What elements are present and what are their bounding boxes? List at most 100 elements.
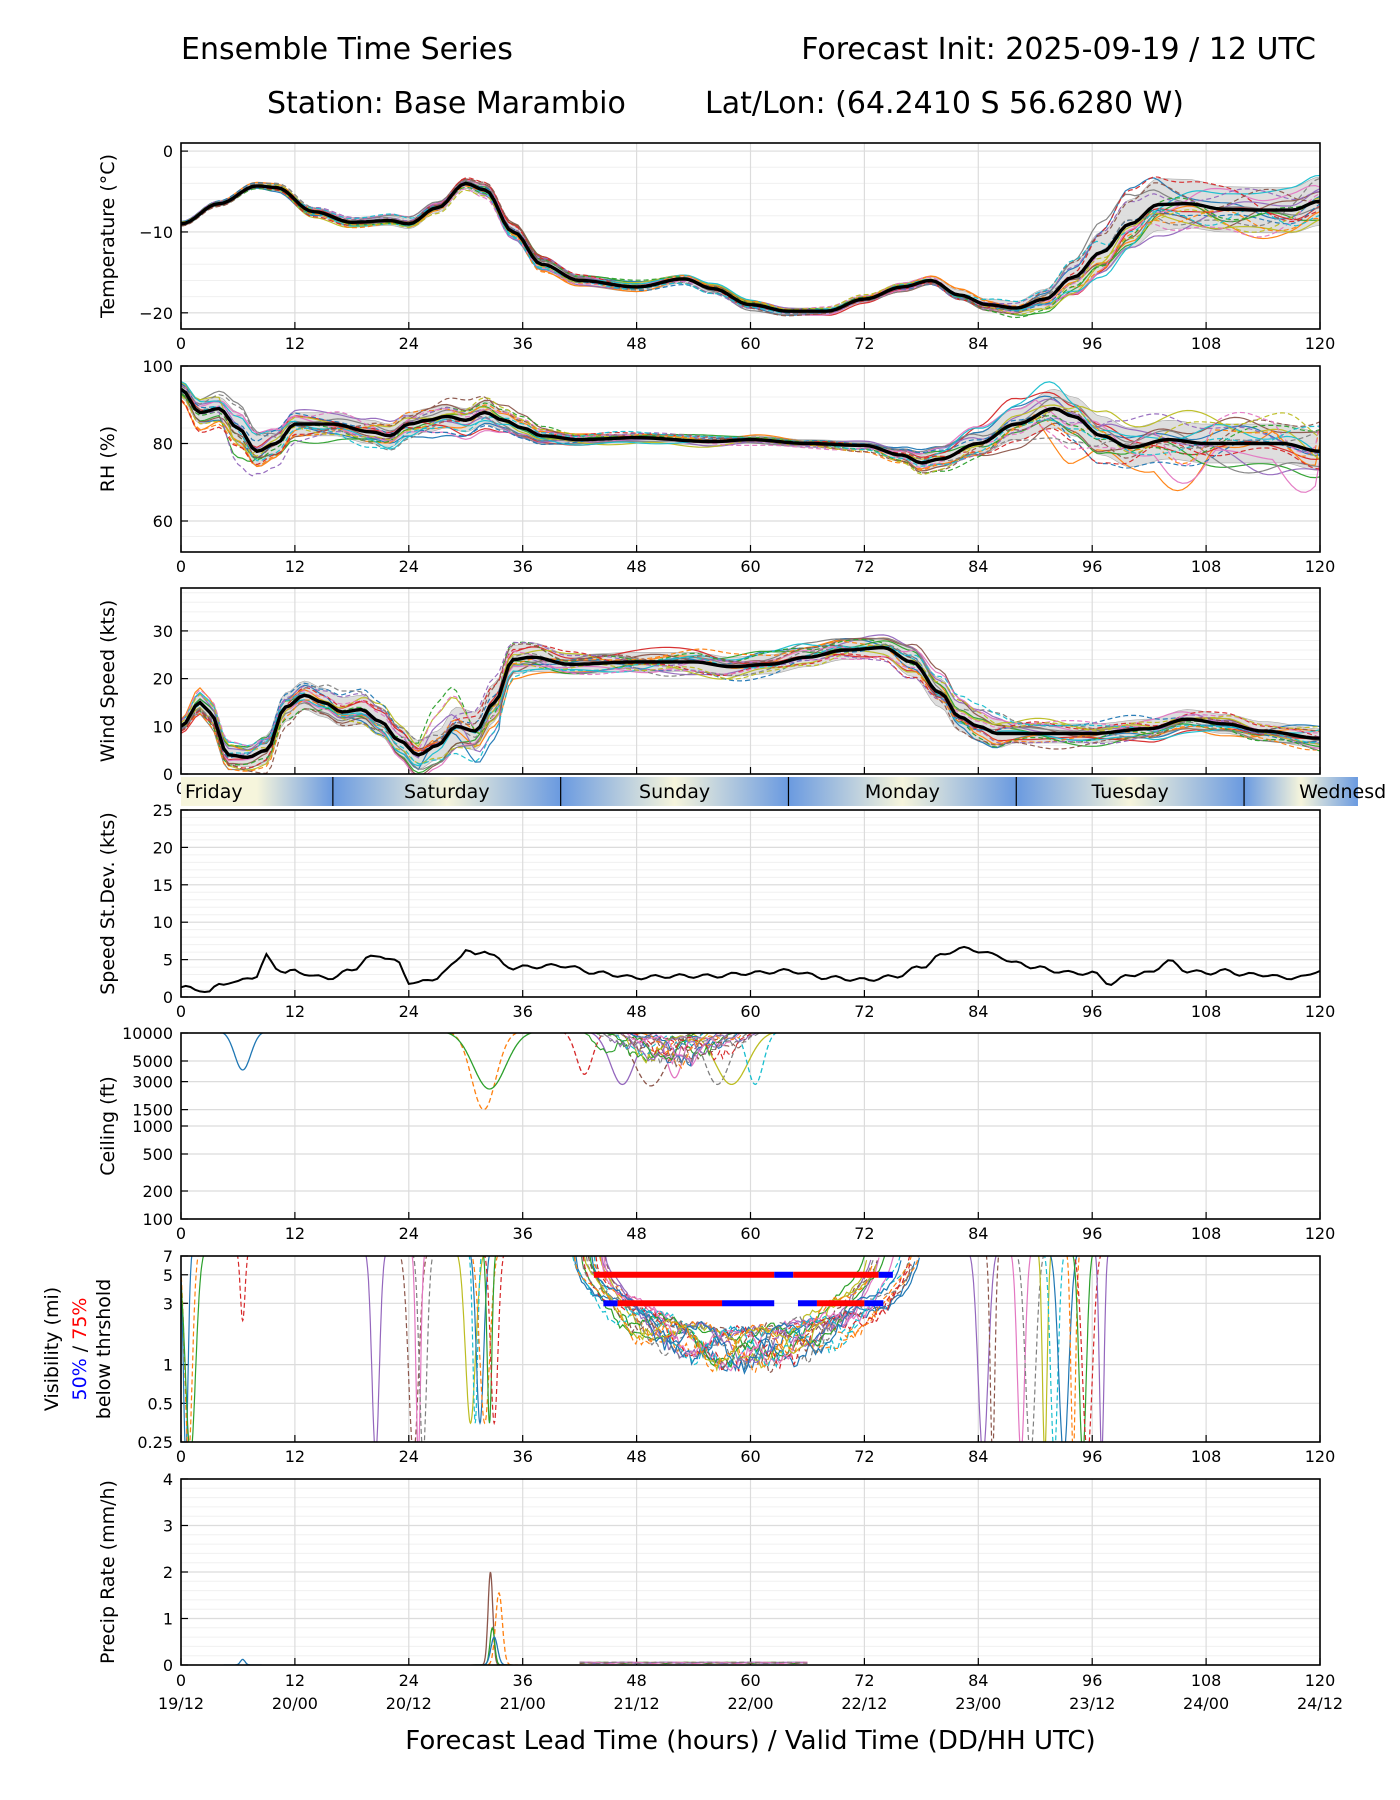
member-line <box>733 1033 778 1086</box>
member-line <box>593 1256 910 1369</box>
member-line <box>628 1033 722 1067</box>
member-line <box>181 637 1320 771</box>
member-line <box>181 645 1320 769</box>
x-tick-label: 36 <box>513 1002 533 1021</box>
member-line <box>599 1033 761 1068</box>
x-tick-label: 72 <box>854 1002 874 1021</box>
x-tick-label: 72 <box>854 1224 874 1243</box>
x-tick-label: 84 <box>968 334 988 353</box>
x-tick-label: 12 <box>285 1447 305 1466</box>
x-tick-label: 12 <box>285 334 305 353</box>
legend-sep: / <box>69 1340 91 1358</box>
x-axis-title: Forecast Lead Time (hours) / Valid Time … <box>405 1726 1095 1756</box>
member-line <box>579 1661 808 1665</box>
member-line <box>181 643 1320 774</box>
x-tick-label: 0 <box>176 1447 186 1466</box>
y-axis-label-text: 50% / 75% <box>69 1298 91 1401</box>
member-line <box>589 1033 656 1086</box>
x-tick-label: 36 <box>513 1224 533 1243</box>
member-line <box>585 1256 914 1364</box>
member-line <box>237 1256 249 1323</box>
ensemble-mean-line <box>181 181 1320 313</box>
x-tick-label: 60 <box>740 1671 760 1690</box>
member-line <box>471 1571 510 1665</box>
member-line <box>583 1033 700 1061</box>
member-line <box>181 643 1320 759</box>
valid-time-label: 21/00 <box>500 1694 546 1713</box>
x-tick-label: 48 <box>626 334 646 353</box>
member-line <box>572 1256 901 1369</box>
latlon-label: Lat/Lon: (64.2410 S 56.6280 W) <box>705 86 1185 121</box>
x-tick-label: 96 <box>1082 557 1102 576</box>
member-line <box>181 385 1320 462</box>
day-band-segment <box>332 777 561 806</box>
x-tick-label: 60 <box>740 1002 760 1021</box>
x-tick-label: 120 <box>1305 1671 1336 1690</box>
day-label: Monday <box>865 781 940 803</box>
ensemble-mean-line <box>181 645 1320 760</box>
member-line <box>581 1256 875 1371</box>
day-label: Saturday <box>404 781 490 803</box>
panel-border <box>180 1478 1321 1666</box>
member-line <box>181 640 1320 772</box>
y-tick-label: 100 <box>142 357 173 376</box>
x-tick-label: 120 <box>1305 557 1336 576</box>
x-tick-label: 108 <box>1191 1002 1222 1021</box>
valid-time-label: 23/12 <box>1069 1694 1115 1713</box>
y-tick-label: 15 <box>153 876 173 895</box>
y-tick-label: 0.25 <box>137 1433 173 1452</box>
member-line <box>457 1256 484 1425</box>
x-tick-label: 36 <box>513 334 533 353</box>
x-tick-label: 84 <box>968 1002 988 1021</box>
x-tick-label: 120 <box>1305 1447 1336 1466</box>
member-line <box>181 387 1320 469</box>
panel-border <box>180 809 1321 998</box>
x-tick-label: 0 <box>176 1671 186 1690</box>
x-tick-label: 84 <box>968 557 988 576</box>
panel-border <box>180 1032 1321 1220</box>
y-axis-label: below thrshold <box>93 1279 115 1419</box>
member-line <box>618 1033 732 1062</box>
member-line <box>181 646 1320 759</box>
valid-time-label: 24/00 <box>1183 1694 1229 1713</box>
valid-time-label: 20/12 <box>386 1694 432 1713</box>
valid-time-label: 21/12 <box>614 1694 660 1713</box>
y-axis-label: RH (%) <box>97 426 119 492</box>
y-tick-label: 1500 <box>132 1101 173 1120</box>
panel-border <box>180 365 1321 553</box>
y-axis-label: Visibility (mi) <box>41 1287 63 1411</box>
y-axis-label-text: RH (%) <box>97 426 119 492</box>
rh-plot-area <box>181 380 1320 493</box>
y-tick-label: 0 <box>163 1656 173 1675</box>
member-line <box>484 1256 505 1426</box>
title-left: Ensemble Time Series <box>181 32 513 67</box>
member-line <box>599 1256 868 1369</box>
x-tick-label: 108 <box>1191 1224 1222 1243</box>
x-tick-label: 24 <box>399 557 419 576</box>
x-tick-label: 108 <box>1191 1447 1222 1466</box>
x-tick-label: 48 <box>626 1671 646 1690</box>
x-tick-label: 108 <box>1191 557 1222 576</box>
y-axis-label: Wind Speed (kts) <box>97 600 119 763</box>
x-tick-label: 96 <box>1082 1224 1102 1243</box>
y-tick-label: 25 <box>153 801 173 820</box>
y-tick-label: 20 <box>153 670 173 689</box>
member-line <box>595 1256 912 1370</box>
x-tick-label: 72 <box>854 1671 874 1690</box>
title-right: Forecast Init: 2025-09-19 / 12 UTC <box>801 32 1316 67</box>
x-tick-label: 120 <box>1305 1224 1336 1243</box>
x-tick-label: 12 <box>285 1224 305 1243</box>
y-axis-label: Ceiling (ft) <box>97 1076 119 1176</box>
y-tick-label: 0 <box>163 765 173 784</box>
day-band-segment <box>1016 777 1245 806</box>
x-tick-label: 60 <box>740 557 760 576</box>
y-tick-label: 0.5 <box>148 1394 173 1413</box>
x-tick-label: 12 <box>285 1671 305 1690</box>
y-tick-label: 3000 <box>132 1073 173 1092</box>
x-tick-label: 24 <box>399 1447 419 1466</box>
y-tick-label: 20 <box>153 838 173 857</box>
valid-time-label: 20/00 <box>272 1694 318 1713</box>
y-tick-label: 5 <box>163 1266 173 1285</box>
y-tick-label: 200 <box>142 1182 173 1201</box>
